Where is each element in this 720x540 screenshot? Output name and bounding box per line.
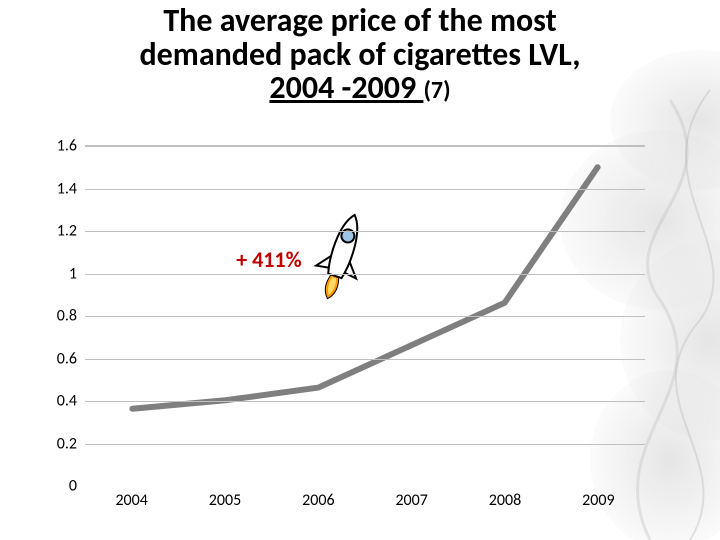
gridline [85, 231, 645, 232]
y-tick-label: 0.2 [57, 434, 85, 453]
y-tick-label: 1.6 [57, 137, 85, 156]
growth-annotation-text: + 411% [236, 246, 301, 273]
plot-region: + 411% 00.20.40.60.811.21.41.62004200520… [85, 145, 645, 485]
x-tick-label: 2008 [489, 485, 521, 510]
x-tick-label: 2007 [395, 485, 427, 510]
gridline [85, 359, 645, 360]
chart-area: + 411% 00.20.40.60.811.21.41.62004200520… [40, 145, 660, 525]
x-tick-label: 2006 [302, 485, 334, 510]
title-line3-ref: (7) [423, 76, 450, 105]
gridline [85, 146, 645, 147]
gridline [85, 316, 645, 317]
y-tick-label: 0.8 [57, 307, 85, 326]
growth-annotation: + 411% [236, 246, 301, 273]
y-tick-label: 1 [69, 264, 85, 283]
y-tick-label: 1.2 [57, 222, 85, 241]
x-tick-label: 2005 [209, 485, 241, 510]
chart-title: The average price of the most demanded p… [0, 4, 720, 105]
y-tick-label: 0.4 [57, 392, 85, 411]
y-tick-label: 0.6 [57, 349, 85, 368]
gridline [85, 274, 645, 275]
y-tick-label: 1.4 [57, 179, 85, 198]
gridline [85, 189, 645, 190]
x-tick-label: 2009 [582, 485, 614, 510]
y-tick-label: 0 [69, 477, 85, 496]
title-line3-main: 2004 -2009 [269, 68, 423, 107]
gridline [85, 444, 645, 445]
gridline [85, 401, 645, 402]
x-tick-label: 2004 [115, 485, 147, 510]
